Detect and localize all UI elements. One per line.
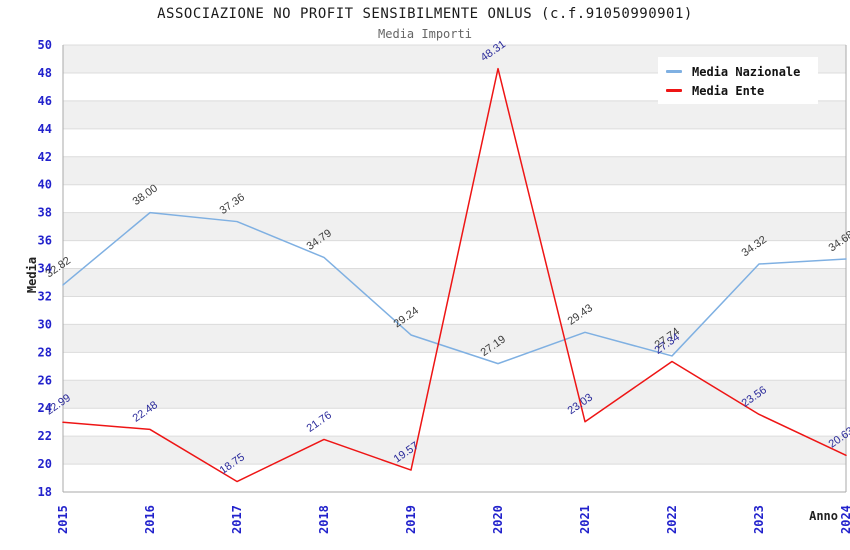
plot-band	[63, 156, 846, 185]
chart-subtitle: Media Importi	[378, 27, 472, 41]
x-tick-label: 2016	[143, 505, 157, 534]
legend-marker-icon	[666, 70, 682, 73]
plot-band	[63, 100, 846, 129]
y-tick-label: 46	[38, 94, 52, 108]
y-tick-label: 38	[38, 206, 52, 220]
x-tick-label: 2018	[317, 505, 331, 534]
y-tick-label: 26	[38, 373, 52, 387]
legend-item-media-nazionale: Media Nazionale	[666, 62, 810, 81]
series-line-media-ente	[62, 67, 847, 483]
y-tick-label: 28	[38, 345, 52, 359]
y-tick-label: 36	[38, 234, 52, 248]
y-tick-label: 32	[38, 289, 52, 303]
y-tick-label: 44	[38, 122, 52, 136]
y-tick-label: 50	[38, 38, 52, 52]
legend-item-media-ente: Media Ente	[666, 81, 810, 100]
x-tick-label: 2015	[56, 505, 70, 534]
x-tick-label: 2024	[839, 505, 850, 534]
x-tick-label: 2022	[665, 505, 679, 534]
plot-band	[63, 268, 846, 297]
legend: Media Nazionale Media Ente	[658, 57, 818, 104]
y-tick-label: 24	[38, 401, 52, 415]
x-tick-label: 2017	[230, 505, 244, 534]
y-tick-label: 40	[38, 178, 52, 192]
y-tick-label: 30	[38, 317, 52, 331]
x-tick-label: 2020	[491, 505, 505, 534]
data-label: 29.43	[566, 302, 595, 328]
legend-marker-icon	[666, 89, 682, 92]
x-axis-title: Anno	[809, 509, 838, 523]
data-label: 22.99	[44, 392, 73, 418]
legend-label: Media Nazionale	[692, 64, 801, 79]
plot-band	[63, 324, 846, 353]
data-label: 38.00	[131, 182, 160, 208]
plot-band	[63, 436, 846, 465]
y-tick-label: 18	[38, 485, 52, 499]
series-line-media-nazionale	[62, 211, 847, 365]
y-tick-label: 22	[38, 429, 52, 443]
y-tick-label: 20	[38, 457, 52, 471]
y-tick-label: 34	[38, 262, 52, 276]
y-tick-label: 42	[38, 150, 52, 164]
x-tick-label: 2021	[578, 505, 592, 534]
x-tick-label: 2019	[404, 505, 418, 534]
x-tick-label: 2023	[752, 505, 766, 534]
chart-title: ASSOCIAZIONE NO PROFIT SENSIBILMENTE ONL…	[157, 6, 693, 22]
data-label: 21.76	[305, 409, 334, 435]
y-axis-title: Media	[25, 256, 40, 294]
plot-band	[63, 212, 846, 241]
legend-label: Media Ente	[692, 83, 765, 98]
y-tick-label: 48	[38, 66, 52, 80]
plot-band	[63, 380, 846, 409]
